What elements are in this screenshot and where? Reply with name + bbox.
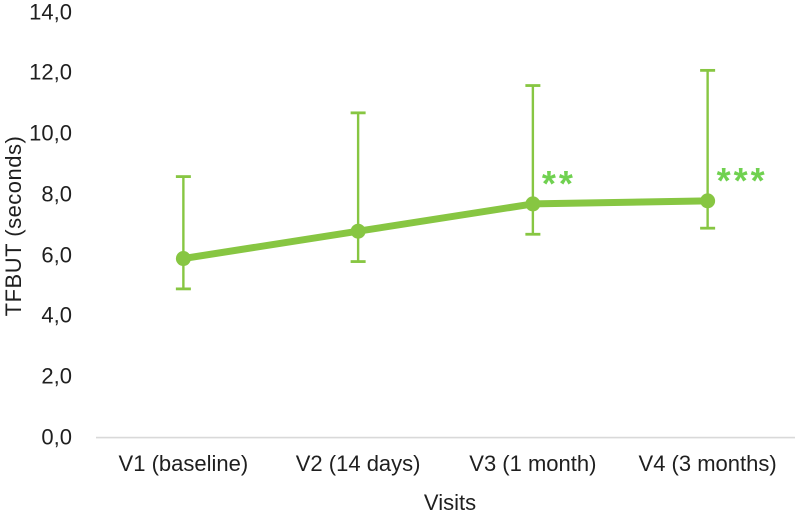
significance-annotation-v4: *** [716,159,768,201]
x-axis-title: Visits [423,490,477,515]
data-point-marker [525,196,541,212]
data-point-marker [175,251,191,267]
y-tick-label: 8,0 [41,181,72,207]
x-tick-label: V2 (14 days) [295,451,421,476]
y-axis-title: TFBUT (seconds) [1,135,26,317]
y-tick-label: 10,0 [29,120,72,146]
series-line [179,197,712,263]
y-tick-label: 6,0 [41,241,72,267]
y-tick-label: 4,0 [41,302,72,328]
y-tick-label: 14,0 [29,0,72,25]
x-tick-label: V3 (1 month) [469,451,597,476]
x-tick-label: V4 (3 months) [638,451,777,476]
y-tick-label: 0,0 [41,424,72,450]
x-tick-label: V1 (baseline) [118,451,249,476]
y-tick-label: 2,0 [41,363,72,389]
significance-annotation-v3: ** [541,162,576,204]
y-tick-label: 12,0 [29,59,72,85]
data-point-marker [350,223,366,239]
data-point-marker [700,193,716,209]
